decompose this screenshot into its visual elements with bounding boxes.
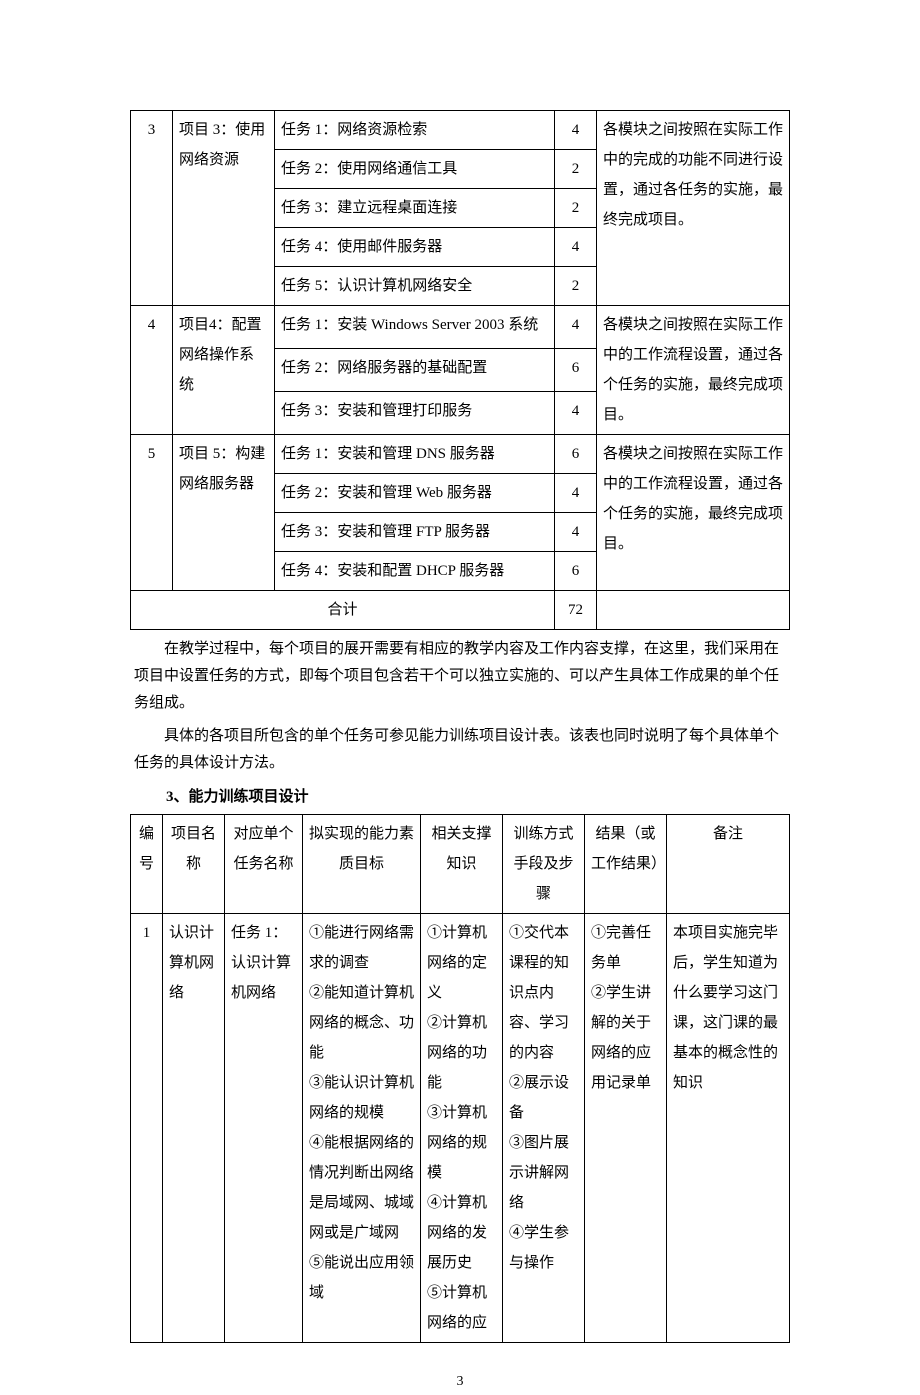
cell-hours: 4 — [555, 306, 597, 349]
cell-task: 任务 1：认识计算机网络 — [225, 913, 303, 1342]
cell-hours: 6 — [555, 552, 597, 591]
cell-project: 项目 5：构建网络服务器 — [173, 435, 275, 591]
cell-task: 任务 3：安装和管理 FTP 服务器 — [275, 513, 555, 552]
header-method: 训练方式手段及步骤 — [503, 814, 585, 913]
cell-task: 任务 4：使用邮件服务器 — [275, 228, 555, 267]
cell-no: 4 — [131, 306, 173, 435]
header-ability: 拟实现的能力素质目标 — [303, 814, 421, 913]
header-result: 结果（或工作结果） — [585, 814, 667, 913]
header-proj: 项目名称 — [163, 814, 225, 913]
cell-hours: 6 — [555, 349, 597, 392]
cell-task: 任务 5：认识计算机网络安全 — [275, 267, 555, 306]
cell-hours: 4 — [555, 474, 597, 513]
cell-note: 各模块之间按照在实际工作中的工作流程设置，通过各个任务的实施，最终完成项目。 — [597, 306, 790, 435]
cell-note: 各模块之间按照在实际工作中的工作流程设置，通过各个任务的实施，最终完成项目。 — [597, 435, 790, 591]
paragraph-2: 具体的各项目所包含的单个任务可参见能力训练项目设计表。该表也同时说明了每个具体单… — [130, 723, 790, 777]
total-row: 合计72 — [131, 591, 790, 630]
cell-hours: 2 — [555, 150, 597, 189]
cell-project: 项目 3：使用网络资源 — [173, 111, 275, 306]
cell-ability: ①能进行网络需求的调查②能知道计算机网络的概念、功能③能认识计算机网络的规模④能… — [303, 913, 421, 1342]
cell-task: 任务 2：网络服务器的基础配置 — [275, 349, 555, 392]
header-task: 对应单个任务名称 — [225, 814, 303, 913]
cell-task: 任务 2：安装和管理 Web 服务器 — [275, 474, 555, 513]
total-hours: 72 — [555, 591, 597, 630]
task-table: 3项目 3：使用网络资源任务 1：网络资源检索4各模块之间按照在实际工作中的完成… — [130, 110, 790, 630]
cell-task: 任务 3：建立远程桌面连接 — [275, 189, 555, 228]
cell-task: 任务 4：安装和配置 DHCP 服务器 — [275, 552, 555, 591]
cell-proj: 认识计算机网络 — [163, 913, 225, 1342]
table-row: 4项目4：配置网络操作系统任务 1：安装 Windows Server 2003… — [131, 306, 790, 349]
cell-task: 任务 2：使用网络通信工具 — [275, 150, 555, 189]
cell-no: 1 — [131, 913, 163, 1342]
cell-hours: 4 — [555, 513, 597, 552]
header-note: 备注 — [667, 814, 790, 913]
cell-knowledge: ①计算机网络的定义②计算机网络的功能③计算机网络的规模④计算机网络的发展历史⑤计… — [421, 913, 503, 1342]
cell-task: 任务 3：安装和管理打印服务 — [275, 392, 555, 435]
table-header-row: 编号 项目名称 对应单个任务名称 拟实现的能力素质目标 相关支撑知识 训练方式手… — [131, 814, 790, 913]
cell-task: 任务 1：安装和管理 DNS 服务器 — [275, 435, 555, 474]
total-blank — [597, 591, 790, 630]
header-knowledge: 相关支撑知识 — [421, 814, 503, 913]
training-design-table: 编号 项目名称 对应单个任务名称 拟实现的能力素质目标 相关支撑知识 训练方式手… — [130, 814, 790, 1343]
table-row: 5项目 5：构建网络服务器任务 1：安装和管理 DNS 服务器6各模块之间按照在… — [131, 435, 790, 474]
cell-hours: 2 — [555, 267, 597, 306]
header-no: 编号 — [131, 814, 163, 913]
page-number: 3 — [130, 1369, 790, 1395]
cell-hours: 4 — [555, 111, 597, 150]
cell-method: ①交代本课程的知识点内容、学习的内容②展示设备③图片展示讲解网络④学生参与操作 — [503, 913, 585, 1342]
paragraph-1: 在教学过程中，每个项目的展开需要有相应的教学内容及工作内容支撑，在这里，我们采用… — [130, 636, 790, 717]
cell-note: 各模块之间按照在实际工作中的完成的功能不同进行设置，通过各任务的实施，最终完成项… — [597, 111, 790, 306]
table-row: 1 认识计算机网络 任务 1：认识计算机网络 ①能进行网络需求的调查②能知道计算… — [131, 913, 790, 1342]
cell-project: 项目4：配置网络操作系统 — [173, 306, 275, 435]
table-row: 3项目 3：使用网络资源任务 1：网络资源检索4各模块之间按照在实际工作中的完成… — [131, 111, 790, 150]
cell-note: 本项目实施完毕后，学生知道为什么要学习这门课，这门课的最基本的概念性的知识 — [667, 913, 790, 1342]
section-heading: 3、能力训练项目设计 — [130, 783, 790, 812]
cell-hours: 4 — [555, 392, 597, 435]
cell-hours: 6 — [555, 435, 597, 474]
cell-hours: 2 — [555, 189, 597, 228]
cell-task: 任务 1：网络资源检索 — [275, 111, 555, 150]
cell-no: 5 — [131, 435, 173, 591]
cell-no: 3 — [131, 111, 173, 306]
total-label: 合计 — [131, 591, 555, 630]
cell-result: ①完善任务单②学生讲解的关于网络的应用记录单 — [585, 913, 667, 1342]
cell-task: 任务 1：安装 Windows Server 2003 系统 — [275, 306, 555, 349]
cell-hours: 4 — [555, 228, 597, 267]
